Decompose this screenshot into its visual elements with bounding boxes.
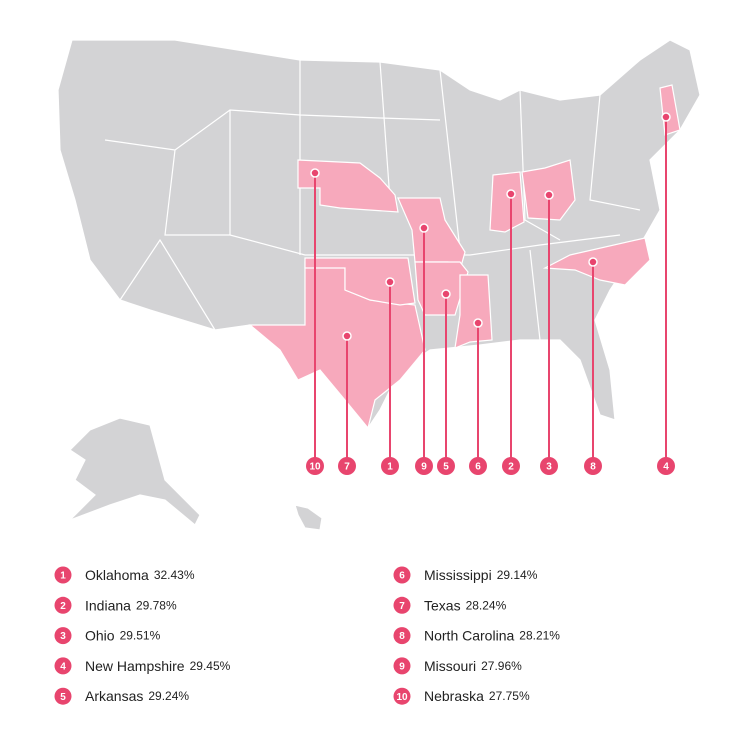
state-value: 29.78% — [136, 598, 177, 612]
pin-badge — [437, 457, 455, 475]
legend-badge — [393, 657, 411, 675]
mississippi — [454, 274, 493, 349]
pin-rank: 4 — [663, 462, 669, 473]
state-name: North Carolina — [424, 627, 514, 643]
state-name: Nebraska — [424, 688, 484, 704]
legend-badge — [54, 596, 72, 614]
legend-label: North Carolina 28.21% — [424, 627, 560, 643]
legend-rank: 9 — [399, 662, 405, 673]
legend-label: New Hampshire 29.45% — [85, 658, 231, 674]
state-name: Ohio — [85, 627, 115, 643]
state-value: 29.51% — [120, 629, 161, 643]
state-value: 32.43% — [154, 568, 195, 582]
pin-dot — [588, 257, 598, 267]
legend-rank: 5 — [60, 692, 66, 703]
state-name: Indiana — [85, 597, 131, 613]
state-value: 27.75% — [489, 689, 530, 703]
pin-badge — [415, 457, 433, 475]
state-value: 29.14% — [497, 568, 538, 582]
state-name: Missouri — [424, 658, 476, 674]
nebraska — [297, 159, 399, 213]
pin-rank: 1 — [387, 462, 393, 473]
state-name: Arkansas — [85, 688, 143, 704]
hawaii — [294, 504, 323, 531]
pins: 1 2 3 4 5 6 7 8 9 10 — [306, 112, 675, 475]
us-map — [57, 39, 701, 531]
pin-badge — [338, 457, 356, 475]
state-borders — [104, 60, 641, 341]
state-name: Mississippi — [424, 567, 492, 583]
pin-dot — [385, 277, 395, 287]
legend-rank: 1 — [60, 571, 66, 582]
legend-rank: 4 — [60, 662, 66, 673]
alaska — [69, 417, 201, 526]
state-name: Oklahoma — [85, 567, 149, 583]
legend-badge — [393, 566, 411, 584]
legend-badge — [54, 566, 72, 584]
pin-rank: 8 — [590, 462, 596, 473]
legend-label: Missouri 27.96% — [424, 658, 522, 674]
legend-label: Ohio 29.51% — [85, 627, 161, 643]
state-value: 27.96% — [481, 659, 522, 673]
pin-dot — [419, 223, 429, 233]
pin-rank: 2 — [508, 462, 514, 473]
pin-badge — [469, 457, 487, 475]
pin-dot — [661, 112, 671, 122]
legend-label: Mississippi 29.14% — [424, 567, 538, 583]
legend-label: Texas 28.24% — [424, 597, 507, 613]
legend-label: Oklahoma 32.43% — [85, 567, 195, 583]
legend-rank: 3 — [60, 631, 66, 642]
legend-rank: 6 — [399, 571, 405, 582]
pin-dot — [506, 189, 516, 199]
state-value: 28.21% — [519, 629, 560, 643]
state-value: 29.45% — [190, 659, 231, 673]
pin-dot — [310, 168, 320, 178]
legend-label: Indiana 29.78% — [85, 597, 177, 613]
ohio — [521, 159, 576, 221]
oklahoma — [304, 257, 416, 306]
pin-dot — [473, 318, 483, 328]
pin-badge — [502, 457, 520, 475]
state-name: Texas — [424, 597, 461, 613]
state-value: 29.24% — [148, 689, 189, 703]
indiana — [489, 171, 525, 233]
pin-rank: 7 — [344, 462, 350, 473]
pin-dot — [544, 190, 554, 200]
pin-badge — [306, 457, 324, 475]
legend-rank: 8 — [399, 631, 405, 642]
pin-rank: 5 — [443, 462, 449, 473]
state-value: 28.24% — [466, 598, 507, 612]
pin-badge — [584, 457, 602, 475]
pin-rank: 3 — [546, 462, 552, 473]
pin-rank: 6 — [475, 462, 481, 473]
legend-badge — [54, 687, 72, 705]
legend-badge — [393, 596, 411, 614]
legend-rank: 7 — [399, 601, 405, 612]
legend-rank: 10 — [396, 692, 408, 703]
state-name: New Hampshire — [85, 658, 185, 674]
legend-badge — [54, 657, 72, 675]
legend: 1 Oklahoma 32.43% 2 Indiana 29.78% 3 Ohio 29.51%… — [54, 566, 560, 705]
pin-badge — [540, 457, 558, 475]
pin-dot — [441, 289, 451, 299]
legend-label: Arkansas 29.24% — [85, 688, 189, 704]
pin-rank: 10 — [309, 462, 321, 473]
legend-label: Nebraska 27.75% — [424, 688, 530, 704]
pin-badge — [381, 457, 399, 475]
pin-dot — [342, 331, 352, 341]
legend-rank: 2 — [60, 601, 66, 612]
pin-badge — [657, 457, 675, 475]
pin-rank: 9 — [421, 462, 427, 473]
legend-badge — [54, 627, 72, 645]
arkansas — [414, 261, 469, 316]
legend-badge — [393, 687, 411, 705]
legend-badge — [393, 627, 411, 645]
